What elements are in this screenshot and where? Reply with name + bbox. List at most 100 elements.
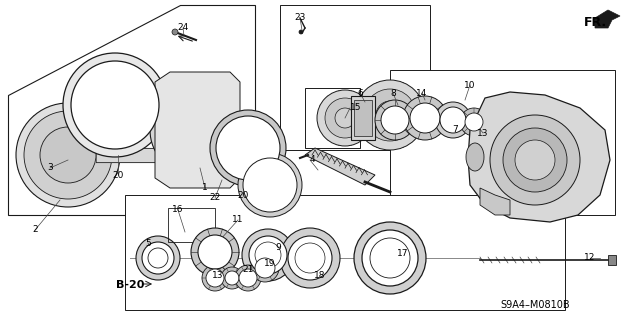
Circle shape [280,228,340,288]
Circle shape [364,232,416,284]
Circle shape [159,94,172,106]
Circle shape [335,108,355,128]
Circle shape [410,103,440,133]
Circle shape [460,108,488,136]
Circle shape [191,228,239,276]
Circle shape [242,229,294,281]
Circle shape [71,61,159,149]
Text: 15: 15 [350,103,362,113]
Polygon shape [468,92,610,222]
Bar [96,148,165,162]
Bar [608,255,616,265]
Text: 8: 8 [390,88,396,98]
Circle shape [295,243,325,273]
Polygon shape [280,5,430,150]
Circle shape [355,80,425,150]
Text: B-20: B-20 [116,280,144,290]
Text: 23: 23 [294,13,306,23]
Circle shape [465,113,483,131]
Circle shape [144,244,172,272]
Text: 7: 7 [452,125,458,135]
Text: 18: 18 [314,271,326,279]
Circle shape [136,236,180,280]
Circle shape [376,101,404,129]
Circle shape [235,265,261,291]
Circle shape [503,128,567,192]
Text: 11: 11 [232,216,244,225]
Circle shape [173,108,217,152]
Circle shape [251,238,285,272]
Circle shape [381,106,409,134]
Circle shape [255,242,281,268]
Circle shape [288,236,332,280]
Text: 20: 20 [237,190,249,199]
Text: S9A4–M0810B: S9A4–M0810B [500,300,570,310]
Circle shape [150,85,240,175]
Circle shape [435,102,471,138]
Circle shape [290,238,330,278]
Bar [354,100,372,136]
Circle shape [251,254,279,282]
Polygon shape [8,5,255,215]
Text: 20: 20 [112,170,124,180]
Circle shape [238,153,302,217]
Circle shape [299,30,303,34]
Circle shape [403,96,447,140]
Text: 14: 14 [416,88,428,98]
Polygon shape [155,72,240,188]
Circle shape [148,248,168,268]
Text: 13: 13 [477,129,489,137]
Text: 24: 24 [177,24,189,33]
Bar [351,96,375,140]
Text: 21: 21 [243,265,253,275]
Circle shape [243,158,297,212]
Text: 22: 22 [209,194,221,203]
Circle shape [210,110,286,186]
Polygon shape [595,10,620,28]
Polygon shape [480,188,510,215]
Circle shape [16,103,120,207]
Circle shape [440,107,466,133]
Circle shape [202,265,228,291]
Text: 17: 17 [397,249,409,257]
Circle shape [157,92,233,168]
Ellipse shape [466,143,484,171]
Circle shape [255,258,275,278]
Polygon shape [305,148,375,185]
Text: FR.: FR. [584,16,607,28]
Circle shape [325,98,365,138]
Bar [165,150,190,160]
Circle shape [24,111,112,199]
Circle shape [206,269,224,287]
Circle shape [219,94,230,106]
Text: 10: 10 [464,80,476,90]
Text: 1: 1 [202,183,208,192]
Text: 4: 4 [310,155,316,165]
Circle shape [40,127,96,183]
Text: 2: 2 [32,226,38,234]
Circle shape [354,222,426,294]
Text: 9: 9 [275,243,281,253]
Circle shape [216,116,280,180]
Polygon shape [125,195,565,310]
Circle shape [249,236,287,274]
Circle shape [219,154,230,166]
Circle shape [317,90,373,146]
Text: 3: 3 [47,164,53,173]
Circle shape [239,269,257,287]
Circle shape [172,29,178,35]
Circle shape [221,267,243,289]
Circle shape [375,100,415,140]
Circle shape [362,230,418,286]
Circle shape [159,154,172,166]
Circle shape [142,242,174,274]
Text: 5: 5 [145,239,151,248]
Circle shape [490,115,580,205]
Circle shape [370,238,410,278]
Text: 19: 19 [264,258,276,268]
Circle shape [63,53,167,157]
Circle shape [225,271,239,285]
Polygon shape [390,70,615,215]
Circle shape [181,116,209,144]
Text: 12: 12 [584,254,596,263]
